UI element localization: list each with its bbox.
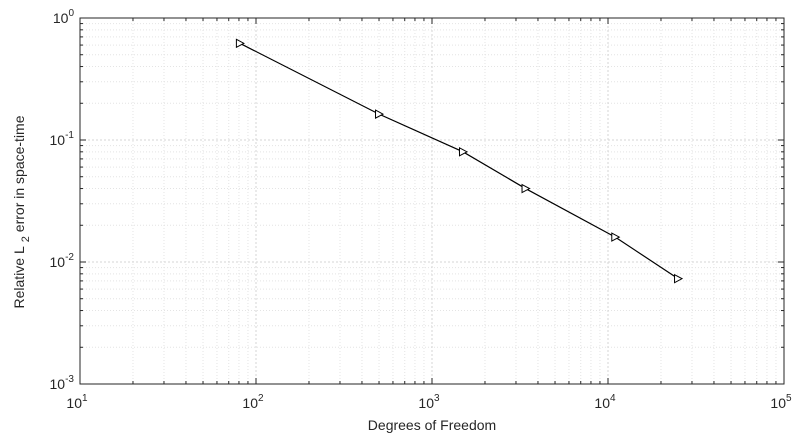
x-tick-label-base: 10: [242, 395, 258, 411]
y-tick-label: 100: [53, 8, 75, 26]
series-group: [235, 38, 684, 284]
series-line: [239, 42, 679, 280]
y-tick-label-exp: -1: [65, 130, 74, 141]
y-axis-label: Relative L 2 error in space-time: [11, 115, 32, 308]
data-point-marker: [611, 232, 621, 242]
x-tick-label-exp: 3: [434, 393, 440, 404]
x-tick-labels: 101 102 103 104 105: [66, 393, 792, 411]
x-tick-label: 102: [242, 393, 264, 411]
y-tick-label-exp: -3: [65, 374, 74, 385]
x-tick-label: 103: [418, 393, 440, 411]
y-tick-label: 10-1: [50, 130, 75, 148]
axis-ticks: [79, 17, 785, 385]
x-tick-label-base: 10: [594, 395, 610, 411]
x-tick-label-base: 10: [66, 395, 82, 411]
y-tick-label: 10-3: [50, 374, 75, 392]
y-axis-label-main: Relative L: [11, 246, 27, 308]
y-tick-label-base: 10: [53, 10, 69, 26]
x-tick-label: 105: [770, 393, 792, 411]
data-point-marker: [521, 183, 531, 194]
y-tick-label-base: 10: [50, 132, 66, 148]
y-axis-label-rest: error in space-time: [11, 115, 27, 236]
x-axis-label: Degrees of Freedom: [368, 417, 496, 433]
y-tick-label-base: 10: [50, 376, 66, 392]
y-tick-label-base: 10: [50, 254, 66, 270]
y-axis-label-subscript: 2: [20, 236, 32, 242]
y-tick-label-exp: -2: [65, 252, 74, 263]
data-point-marker: [674, 273, 684, 284]
x-tick-label-base: 10: [770, 395, 786, 411]
x-tick-label-exp: 2: [258, 393, 264, 404]
y-tick-label: 10-2: [50, 252, 75, 270]
x-tick-label-exp: 4: [610, 393, 616, 404]
data-point-marker: [375, 109, 385, 119]
data-point-marker: [235, 38, 245, 49]
x-tick-label-base: 10: [418, 395, 434, 411]
x-tick-label-exp: 5: [786, 393, 792, 404]
x-tick-label: 104: [594, 393, 616, 411]
x-tick-label: 101: [66, 393, 88, 411]
data-point-marker: [458, 146, 469, 157]
minor-grid: [80, 18, 784, 384]
x-tick-label-exp: 1: [82, 393, 88, 404]
y-tick-label-exp: 0: [68, 8, 74, 19]
